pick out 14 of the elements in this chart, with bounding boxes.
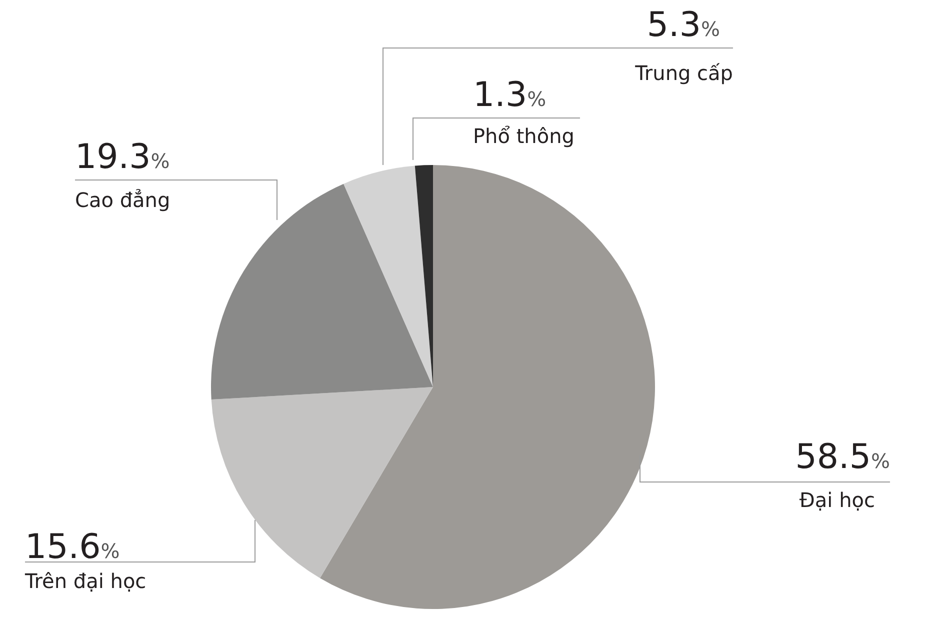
data-label: 58.5% [795, 437, 890, 477]
pie-slice [211, 184, 433, 400]
pie-slice [414, 165, 433, 387]
pie-slice [344, 166, 433, 387]
slice-label: Phổ thông [473, 124, 574, 148]
data-label: 1.3% [473, 75, 546, 115]
data-label: 19.3% [75, 137, 170, 177]
data-label: 15.6% [25, 527, 120, 567]
pie-slice [211, 387, 433, 578]
slice-label: Trên đại học [24, 569, 146, 593]
slice-label: Cao đẳng [75, 188, 170, 212]
data-label: 5.3% [646, 5, 720, 45]
slice-label: Trung cấp [634, 61, 733, 85]
slice-label: Đại học [799, 488, 875, 512]
